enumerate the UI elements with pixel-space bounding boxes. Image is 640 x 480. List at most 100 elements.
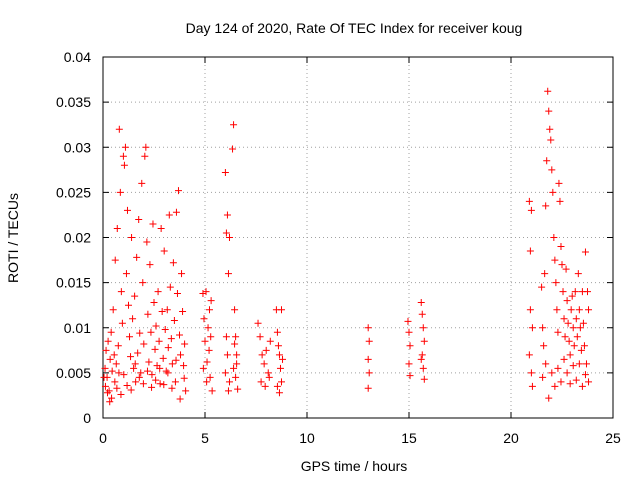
data-point (177, 351, 185, 359)
data-point (202, 288, 210, 296)
data-point (178, 270, 186, 278)
data-point (275, 389, 283, 397)
data-point (223, 211, 231, 219)
data-point (207, 333, 215, 341)
data-point (169, 259, 177, 267)
data-point (207, 297, 215, 305)
grid-lines (103, 57, 613, 418)
data-point (230, 121, 238, 129)
data-point (581, 248, 589, 256)
data-point (113, 224, 121, 232)
data-point (108, 394, 116, 402)
data-point (110, 351, 118, 359)
data-point (262, 346, 270, 354)
data-point (279, 355, 287, 363)
data-point (159, 354, 167, 362)
data-point (552, 279, 560, 287)
data-point (232, 333, 240, 341)
data-point (574, 270, 582, 278)
x-tick-label: 0 (99, 430, 107, 446)
data-point (156, 380, 164, 388)
data-point (556, 197, 564, 205)
data-point (527, 369, 535, 377)
y-tick-label: 0.015 (56, 275, 91, 291)
data-point (551, 382, 559, 390)
data-point (172, 356, 180, 364)
x-tick-label: 15 (401, 430, 417, 446)
data-point (364, 384, 372, 392)
data-point (138, 179, 146, 187)
data-point (584, 288, 591, 296)
data-point (405, 328, 413, 336)
data-point (542, 360, 550, 368)
data-point (278, 306, 285, 314)
data-point (135, 215, 143, 223)
data-point (149, 220, 157, 228)
data-point (155, 337, 163, 345)
data-point (554, 328, 562, 336)
data-point (139, 279, 147, 287)
data-point (278, 378, 285, 386)
data-point (152, 376, 160, 384)
data-point (571, 288, 579, 296)
data-point (107, 328, 115, 336)
y-tick-label: 0.005 (56, 365, 91, 381)
data-point (576, 324, 584, 332)
data-point (558, 261, 566, 269)
data-point (260, 360, 268, 368)
data-point (546, 125, 554, 133)
data-point (147, 328, 155, 336)
data-point (164, 369, 172, 377)
data-point (148, 371, 156, 379)
y-tick-label: 0.035 (56, 94, 91, 110)
data-point (561, 333, 569, 341)
data-point (145, 358, 153, 366)
data-point (526, 306, 534, 314)
data-point (148, 383, 156, 391)
data-point (168, 384, 176, 392)
data-point (581, 371, 589, 379)
data-point (101, 382, 109, 390)
data-point (258, 351, 266, 359)
data-point (547, 136, 555, 144)
data-point (274, 342, 282, 350)
chart-title: Day 124 of 2020, Rate Of TEC Index for r… (186, 20, 523, 36)
y-tick-label: 0.03 (64, 139, 91, 155)
data-point (231, 306, 239, 314)
data-point (116, 188, 124, 196)
data-point (130, 364, 138, 372)
data-point (174, 187, 182, 195)
data-point (127, 353, 135, 361)
data-point (417, 355, 425, 363)
data-point (143, 238, 151, 246)
axis-ticks (102, 56, 614, 419)
data-point (114, 342, 122, 350)
data-point (261, 382, 269, 390)
data-point (222, 333, 230, 341)
data-point (139, 380, 147, 388)
data-point (418, 351, 426, 359)
data-point (142, 143, 150, 151)
data-point (525, 351, 533, 359)
data-point (109, 306, 117, 314)
data-point (128, 234, 136, 241)
data-point (166, 283, 174, 291)
data-point (229, 145, 237, 153)
data-point (365, 337, 373, 345)
data-point (108, 367, 116, 375)
data-point (562, 265, 570, 273)
data-point (151, 345, 159, 353)
data-point (205, 346, 213, 354)
data-point (129, 315, 137, 323)
data-point (146, 261, 154, 269)
data-point (144, 310, 152, 318)
data-point (575, 306, 583, 314)
data-point (140, 340, 148, 348)
data-point (404, 317, 412, 325)
data-point (117, 288, 125, 296)
data-point (112, 360, 120, 368)
data-point (560, 315, 568, 323)
data-point (137, 369, 145, 377)
data-point (273, 328, 281, 336)
data-point (105, 387, 113, 395)
